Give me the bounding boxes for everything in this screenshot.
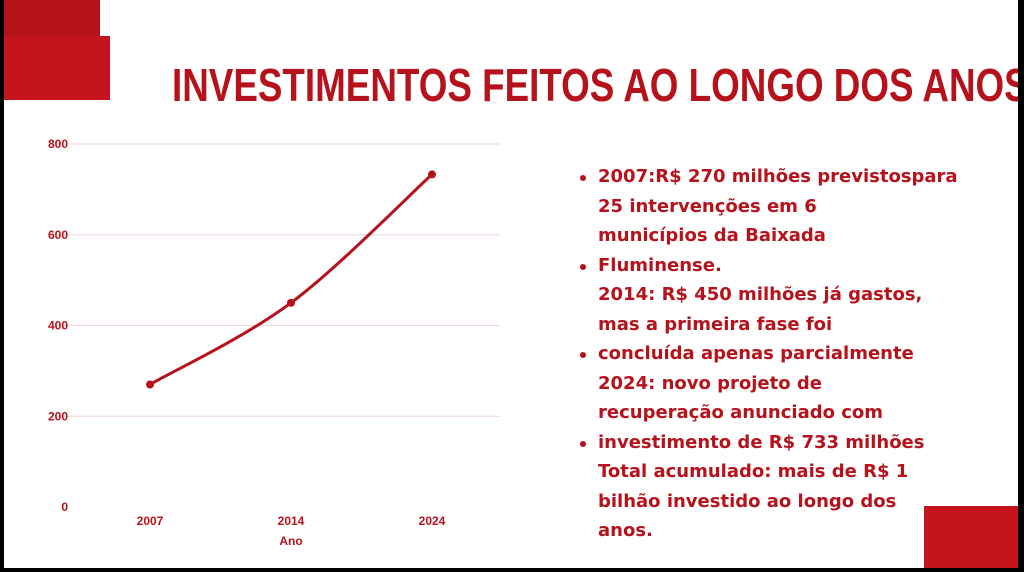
bullet-line: Fluminense.: [598, 254, 722, 276]
bullet-line: concluída apenas parcialmente: [598, 343, 914, 364]
bullet-line: 2007:R$ 270 milhões previstospara: [598, 166, 958, 187]
bullet-item: concluída apenas parcialmente 2024: novo …: [580, 339, 1000, 428]
y-tick-label: 800: [48, 137, 68, 151]
x-tick-label: 2024: [419, 514, 446, 528]
bullet-line: mas a primeira fase foi: [598, 313, 833, 335]
decorative-block-bottom-right: [924, 506, 1018, 568]
x-axis-ticks: 2007 2014 2024: [137, 514, 446, 528]
y-tick-label: 400: [48, 319, 68, 333]
bullet-line: Total acumulado: mais de R$ 1: [598, 461, 909, 482]
bullet-item: Fluminense. 2014: R$ 450 milhões já gasto…: [580, 251, 1000, 340]
x-tick-label: 2007: [137, 514, 164, 528]
bullet-item: investimento de R$ 733 milhões Total acum…: [580, 428, 1000, 546]
slide: INVESTIMENTOS FEITOS AO LONGO DOS ANOS 0…: [4, 0, 1018, 568]
bullet-line: 2024: novo projeto de: [598, 372, 822, 394]
bullet-line: bilhão investido ao longo dos: [598, 490, 897, 512]
y-tick-label: 200: [48, 409, 68, 423]
y-tick-label: 0: [61, 500, 68, 514]
bullet-list: 2007:R$ 270 milhões previstospara 25 inte…: [580, 162, 1000, 546]
line-chart: 0 200 400 600 800 2007 2014 2024 Ano: [48, 137, 500, 548]
data-point: [287, 298, 295, 307]
bullet-line: investimento de R$ 733 milhões: [598, 431, 925, 453]
bullet-line: recuperação anunciado com: [598, 402, 884, 423]
series-line: [149, 173, 434, 386]
bullet-line: anos.: [598, 520, 653, 541]
y-tick-label: 600: [48, 228, 68, 242]
decorative-block-top-left-offset: [4, 36, 110, 100]
x-tick-label: 2014: [278, 514, 305, 528]
x-axis-label: Ano: [279, 534, 302, 548]
bullet-line: municípios da Baixada: [598, 225, 826, 246]
bullet-item: 2007:R$ 270 milhões previstospara 25 inte…: [580, 162, 1000, 251]
slide-title: INVESTIMENTOS FEITOS AO LONGO DOS ANOS: [172, 59, 1018, 111]
chart-series: [146, 170, 436, 389]
data-point: [146, 380, 154, 389]
chart-grid: [52, 143, 500, 417]
bullet-line: 2014: R$ 450 milhões já gastos,: [598, 284, 923, 305]
bullet-line: 25 intervenções em 6: [598, 195, 817, 217]
y-axis-ticks: 0 200 400 600 800: [48, 137, 68, 514]
data-point: [428, 170, 436, 179]
